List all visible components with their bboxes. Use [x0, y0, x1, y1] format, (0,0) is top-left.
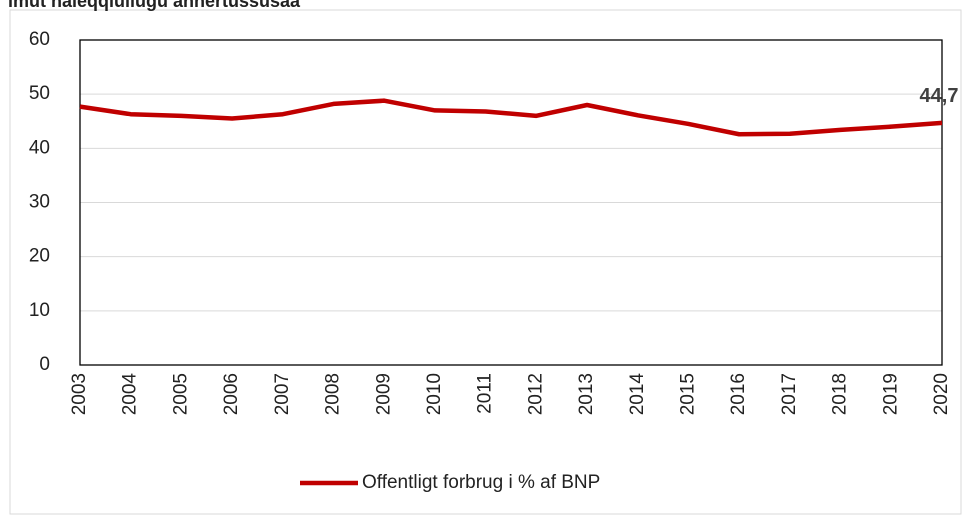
x-tick-label: 2004: [120, 373, 141, 416]
x-tick-label: 2018: [830, 373, 851, 415]
y-tick-label: 20: [29, 246, 50, 267]
x-tick-label: 2020: [931, 373, 952, 415]
y-tick-label: 50: [29, 83, 50, 104]
x-tick-label: 2009: [373, 373, 394, 415]
x-tick-label: 2007: [272, 373, 293, 415]
x-tick-label: 2019: [880, 373, 901, 415]
data-label: 44,7: [920, 85, 959, 107]
x-tick-label: 2015: [677, 373, 698, 415]
x-tick-label: 2006: [221, 373, 242, 415]
x-tick-label: 2012: [525, 373, 546, 415]
chart-frame: [9, 9, 962, 515]
y-tick-label: 0: [39, 354, 50, 375]
x-tick-label: 2014: [627, 373, 648, 416]
y-tick-label: 60: [29, 29, 50, 50]
y-tick-label: 30: [29, 192, 50, 213]
x-tick-label: 2008: [323, 373, 344, 415]
chart-title: imut naleqqiullugu annertussusaa: [8, 0, 301, 11]
line: [79, 98, 943, 137]
x-tick-label: 2005: [170, 373, 191, 415]
y-tick-label: 40: [29, 137, 50, 158]
x-tick-label: 2003: [69, 373, 90, 415]
x-tick-label: 2011: [475, 373, 496, 414]
x-tick-label: 2010: [424, 373, 445, 415]
x-tick-label: 2013: [576, 373, 597, 415]
legend-label: Offentligt forbrug i % af BNP: [362, 472, 600, 493]
x-tick-label: 2017: [779, 373, 800, 415]
x-tick-label: 2016: [728, 373, 749, 415]
plot-border: [79, 39, 943, 366]
y-tick-label: 10: [29, 300, 50, 321]
